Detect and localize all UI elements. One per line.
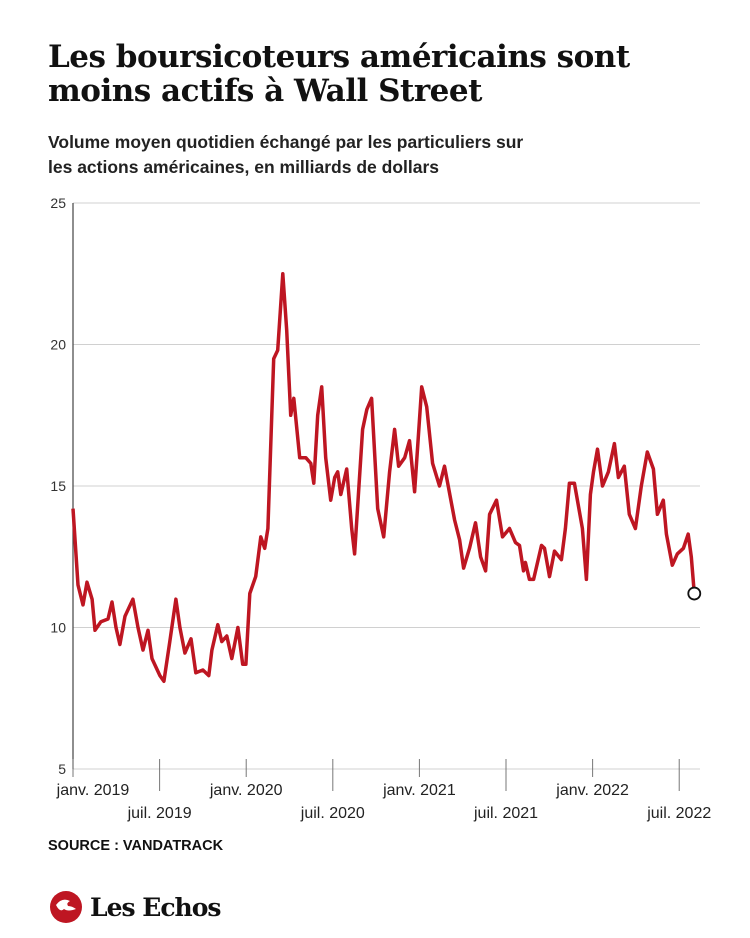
y-tick-label: 25	[50, 195, 66, 211]
x-tick-label: juil. 2022	[646, 805, 711, 822]
y-tick-label: 20	[50, 337, 66, 353]
y-tick-label: 15	[50, 478, 66, 494]
x-tick-label: janv. 2019	[56, 782, 130, 799]
x-tick-label: juil. 2019	[127, 805, 192, 822]
x-tick-label: juil. 2021	[473, 805, 538, 822]
x-tick-label: janv. 2020	[209, 782, 283, 799]
x-tick-label: janv. 2022	[555, 782, 629, 799]
source: SOURCE : VANDATRACK	[48, 838, 224, 854]
y-tick-label: 10	[50, 620, 66, 636]
last-point	[687, 586, 702, 601]
chart-subtitle: Volume moyen quotidien échangé par les p…	[48, 132, 524, 177]
logo-bird	[56, 899, 76, 911]
y-tick-label: 5	[58, 761, 66, 777]
x-tick-label: janv. 2021	[382, 782, 456, 799]
brand: Les Echos	[90, 893, 221, 922]
data-line	[71, 272, 697, 684]
chart-title: Les boursicoteurs américains sont moins …	[48, 39, 630, 109]
x-tick-label: juil. 2020	[300, 805, 365, 822]
